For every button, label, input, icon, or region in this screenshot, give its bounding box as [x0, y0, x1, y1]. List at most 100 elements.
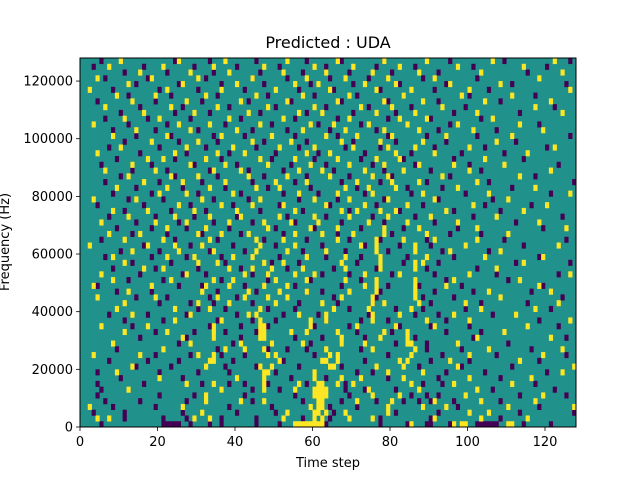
heatmap-cell-low [289, 98, 294, 105]
heatmap-cell-high [285, 173, 290, 180]
heatmap-cell-low [273, 317, 278, 324]
heatmap-cell-high [320, 300, 325, 307]
heatmap-cell-high [211, 357, 216, 364]
heatmap-cell-low [362, 150, 368, 157]
heatmap-cell-low [238, 190, 244, 197]
heatmap-cell-low [378, 415, 383, 422]
heatmap-cell-high [413, 346, 418, 353]
heatmap-cell-low [219, 254, 224, 261]
heatmap-cell-low [475, 132, 480, 140]
heatmap-cell-high [343, 254, 348, 261]
heatmap-cell-low [351, 81, 356, 88]
heatmap-cell-high [142, 109, 147, 116]
heatmap-cell-low [238, 265, 244, 272]
heatmap-cell-low [359, 254, 364, 261]
heatmap-cell-low [359, 346, 364, 353]
heatmap-cell-high [285, 294, 290, 301]
heatmap-cell-low [452, 254, 457, 261]
heatmap-cell-high [200, 409, 205, 416]
heatmap-cell-low [180, 409, 185, 416]
heatmap-cell-low [533, 380, 538, 387]
heatmap-cell-low [459, 150, 464, 157]
heatmap-cell-high [169, 104, 174, 111]
heatmap-cell-low [304, 236, 309, 243]
heatmap-cell-high [401, 375, 406, 382]
heatmap-cell-low [200, 179, 205, 186]
heatmap-cell-low [370, 369, 375, 376]
heatmap-cell-low [362, 386, 368, 393]
heatmap-cell-high [285, 98, 290, 105]
heatmap-cell-low [134, 294, 139, 301]
heatmap-cell-low [409, 104, 414, 111]
heatmap-cell-low [436, 392, 441, 399]
heatmap-cell-low [173, 109, 178, 116]
heatmap-cell-high [382, 161, 387, 168]
heatmap-cell-low [149, 254, 154, 261]
heatmap-cell-low [362, 242, 368, 249]
heatmap-cell-high [494, 138, 499, 145]
heatmap-cell-low [308, 81, 313, 88]
heatmap-cell-high [335, 380, 340, 387]
heatmap-cell-high [417, 386, 422, 393]
heatmap-cell-low [95, 392, 100, 399]
heatmap-cell-high [238, 340, 244, 347]
heatmap-cell-low [479, 328, 484, 336]
heatmap-cell-low [231, 202, 236, 209]
heatmap-cell-low [479, 421, 484, 428]
y-axis-label: Frequency (Hz) [0, 193, 13, 291]
heatmap-cell-high [300, 340, 306, 347]
heatmap-cell-low [138, 334, 143, 341]
heatmap-cell-high [343, 127, 348, 134]
heatmap-cell-high [378, 138, 383, 145]
heatmap-cell-high [285, 248, 290, 255]
heatmap-cell-high [548, 334, 554, 341]
heatmap-cell-high [145, 156, 151, 163]
heatmap-cell-high [339, 375, 344, 382]
heatmap-cell-high [293, 81, 298, 88]
heatmap-cell-high [173, 150, 178, 157]
heatmap-cell-high [308, 121, 313, 128]
heatmap-cell-low [421, 75, 426, 82]
heatmap-cell-high [262, 282, 267, 289]
heatmap-cell-low [533, 92, 538, 99]
heatmap-cell-high [134, 127, 139, 134]
heatmap-cell-low [157, 144, 162, 151]
x-tick-label: 100 [455, 435, 480, 450]
heatmap-cell-low [281, 190, 286, 197]
heatmap-cell-low [339, 98, 344, 105]
heatmap-cell-high [378, 207, 383, 214]
heatmap-cell-high [355, 207, 360, 214]
heatmap-cell-high [440, 173, 445, 180]
heatmap-cell-high [374, 156, 379, 163]
heatmap-cell-high [560, 346, 565, 353]
heatmap-cell-low [184, 334, 189, 341]
heatmap-cell-high [397, 115, 402, 122]
heatmap-cell-low [436, 98, 441, 105]
heatmap-cell-low [215, 173, 220, 180]
heatmap-cell-high [95, 75, 100, 82]
heatmap-cell-high [231, 277, 236, 284]
heatmap-cell-high [207, 184, 213, 191]
heatmap-cell-low [211, 196, 216, 203]
heatmap-cell-low [328, 127, 333, 134]
heatmap-cell-high [149, 75, 154, 82]
heatmap-cell-low [273, 242, 278, 249]
y-tick-label: 60000 [32, 248, 73, 263]
heatmap-cell-high [130, 98, 135, 105]
heatmap-cell-low [428, 357, 433, 364]
heatmap-cell-high [328, 86, 333, 93]
heatmap-cell-high [95, 150, 100, 157]
heatmap-cell-high [192, 109, 197, 116]
heatmap-cell-high [242, 294, 247, 301]
heatmap-cell-low [111, 86, 116, 93]
heatmap-cell-low [138, 398, 143, 405]
heatmap-cell-high [223, 58, 228, 65]
heatmap-cell-high [207, 305, 213, 312]
heatmap-cell-low [204, 75, 209, 82]
heatmap-cell-high [374, 248, 379, 255]
heatmap-cell-low [285, 75, 290, 82]
heatmap-cell-high [188, 340, 193, 347]
heatmap-cell-low [510, 184, 515, 191]
heatmap-cell-high [122, 236, 127, 243]
heatmap-cell-high [99, 271, 104, 278]
